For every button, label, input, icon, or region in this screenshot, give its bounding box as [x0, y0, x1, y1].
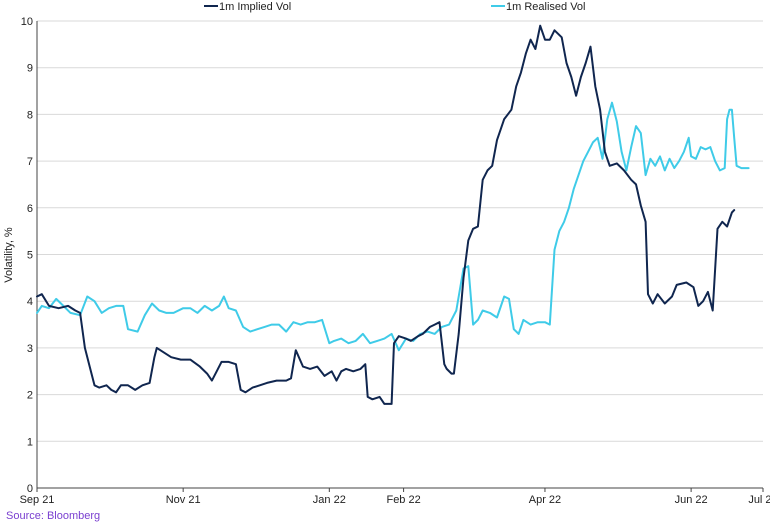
y-tick-label: 9: [27, 63, 33, 75]
y-tick-label: 7: [27, 156, 33, 168]
x-tick-label: Nov 21: [166, 494, 201, 506]
y-tick-label: 4: [27, 296, 33, 308]
y-tick-label: 10: [21, 16, 33, 28]
x-tick-label: Jun 22: [675, 494, 708, 506]
axes: 0 1 2 3 4 5 6 7 8 9 10 Sep 21 Nov 21 Jan 22 Feb 22 Apr …: [20, 16, 770, 506]
x-tick-label: Sep 21: [20, 494, 55, 506]
x-tick-label: Feb 22: [386, 494, 420, 506]
y-axis-title: Volatility, %: [3, 227, 15, 283]
series-line-realised: [36, 101, 750, 352]
source-note: Source: Bloomberg: [6, 510, 101, 522]
x-tick-label: Jan 22: [313, 494, 346, 506]
series-lines: [36, 24, 750, 405]
y-tick-label: 1: [27, 436, 33, 448]
y-tick-label: 6: [27, 203, 33, 215]
y-tick-label: 0: [27, 483, 33, 495]
grid-lines: [37, 20, 763, 442]
series-line-implied: [36, 24, 736, 405]
y-tick-label: 3: [27, 343, 33, 355]
x-tick-label: Apr 22: [529, 494, 561, 506]
y-tick-label: 2: [27, 390, 33, 402]
y-tick-label: 8: [27, 109, 33, 121]
legend-label-realised: 1m Realised Vol: [506, 1, 586, 13]
x-tick-label: Jul 22: [748, 494, 770, 506]
legend-label-implied: 1m Implied Vol: [219, 1, 291, 13]
legend: 1m Implied Vol 1m Realised Vol: [204, 1, 586, 13]
y-tick-label: 5: [27, 250, 33, 262]
